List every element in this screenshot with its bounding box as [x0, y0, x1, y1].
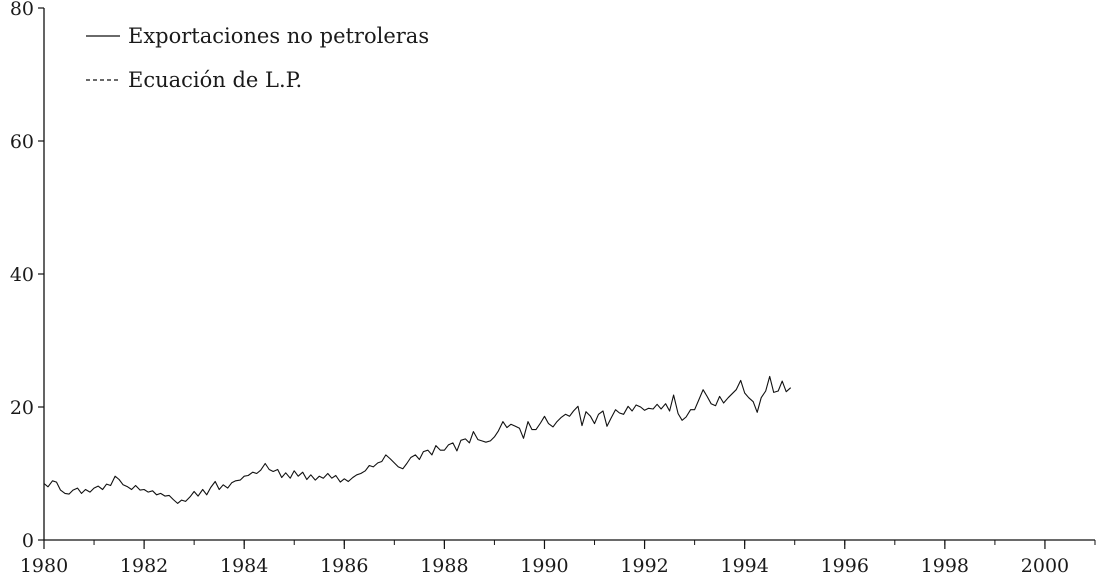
x-tick-label: 1984	[220, 555, 268, 577]
legend-label-1: Ecuación de L.P.	[128, 68, 302, 92]
x-tick-label: 1992	[620, 555, 668, 577]
series-line-0	[43, 375, 792, 504]
y-tick-label: 40	[10, 264, 34, 286]
x-tick-label: 1998	[921, 555, 969, 577]
series-layer	[43, 375, 792, 504]
axes: 1980 1982 1984 1986 1988 1990 1992 1994 1996 1998…	[10, 0, 1096, 577]
x-tick-label: 1986	[320, 555, 368, 577]
x-tick-label: 1988	[420, 555, 468, 577]
x-tick-label: 2000	[1021, 555, 1069, 577]
y-tick-label: 80	[10, 0, 34, 20]
x-tick-label: 1994	[720, 555, 768, 577]
x-tick-label: 1990	[520, 555, 568, 577]
legend: Exportaciones no petroleras Ecuación de L…	[86, 24, 429, 92]
y-tick-label: 20	[10, 397, 34, 419]
x-tick-label: 1996	[821, 555, 869, 577]
legend-label-0: Exportaciones no petroleras	[128, 24, 429, 48]
y-tick-label: 0	[22, 530, 34, 552]
x-tick-label: 1980	[20, 555, 68, 577]
y-tick-label: 60	[10, 131, 34, 153]
x-tick-label: 1982	[120, 555, 168, 577]
